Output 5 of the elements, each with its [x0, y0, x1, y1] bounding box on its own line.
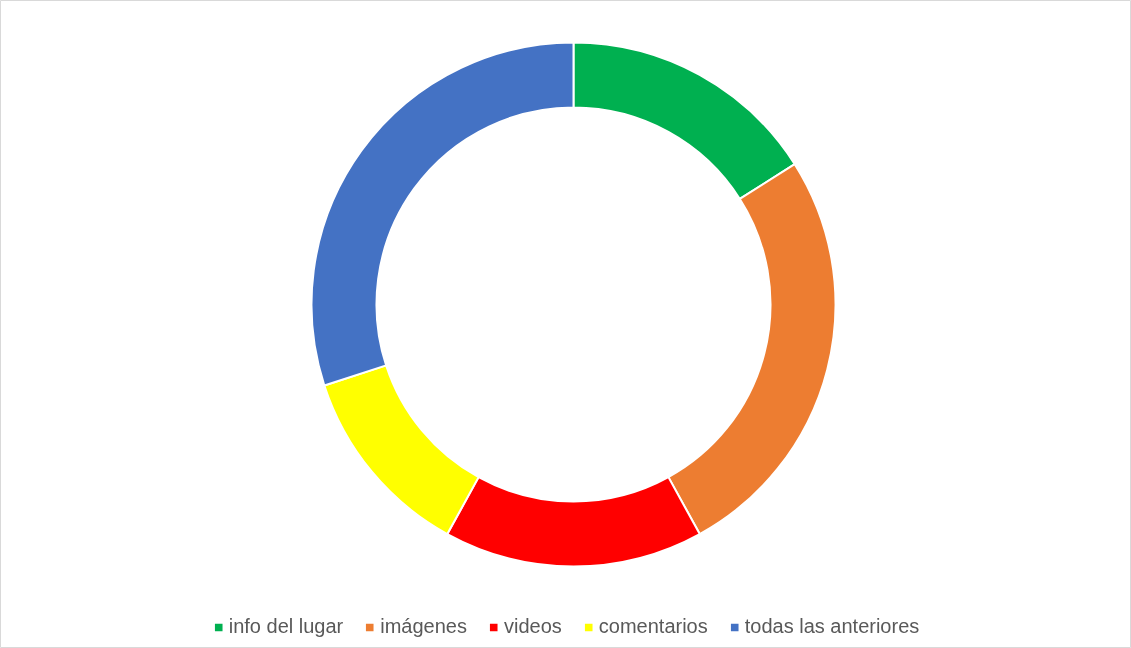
legend-label: imágenes	[380, 615, 467, 638]
legend-label: todas las anteriores	[744, 615, 920, 638]
legend-label: info del lugar	[228, 615, 344, 638]
legend-label: comentarios	[598, 615, 708, 638]
legend-label: videos	[503, 615, 562, 638]
